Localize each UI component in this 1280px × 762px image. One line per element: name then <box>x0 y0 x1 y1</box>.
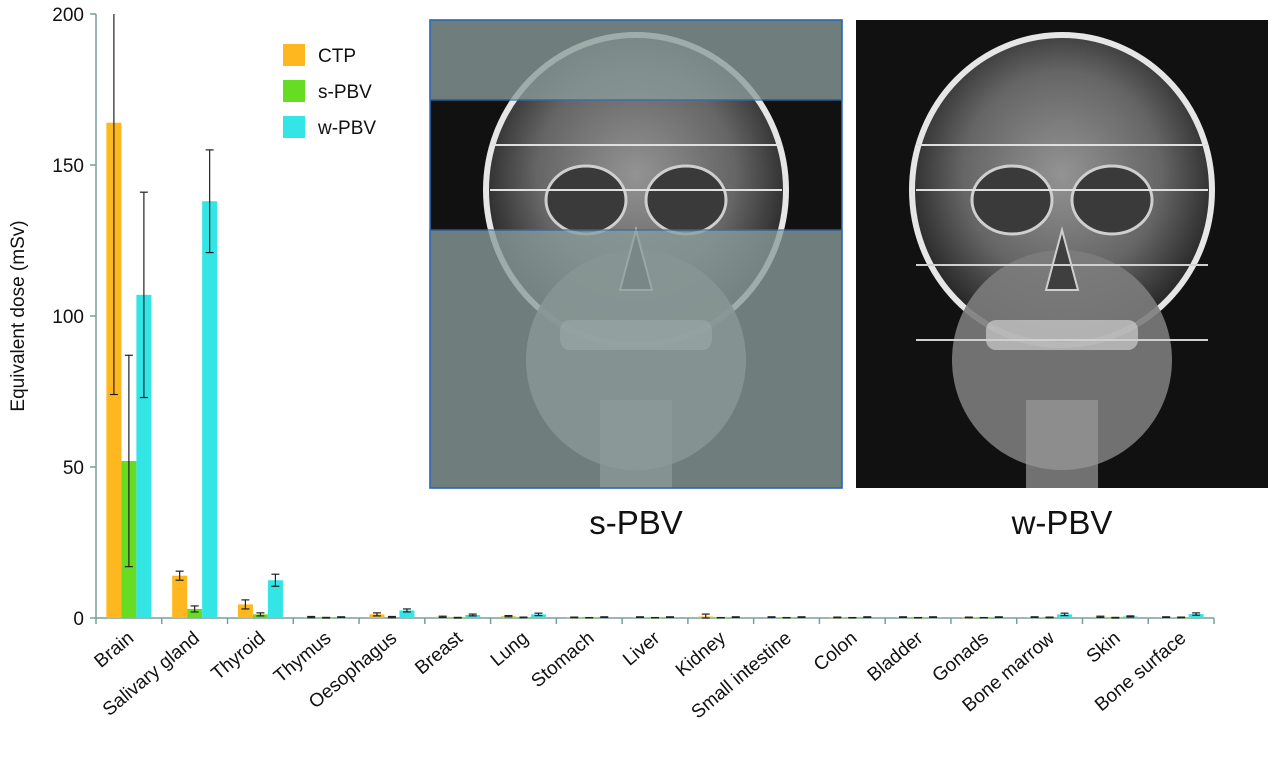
bar-w-pbv-thyroid <box>267 580 283 618</box>
y-tick-label: 50 <box>63 458 84 479</box>
error-bar <box>964 616 973 619</box>
error-bar <box>797 616 806 618</box>
legend-label: CTP <box>318 46 356 67</box>
error-bar <box>1030 616 1039 618</box>
error-bar <box>1045 616 1054 619</box>
x-tick-label: Lung <box>487 628 533 671</box>
inset-s-pbv: s-PBV <box>429 19 843 541</box>
error-bar <box>636 616 644 618</box>
y-ticks: 0 50 100 150 200 <box>52 5 96 630</box>
error-bar <box>337 616 346 618</box>
error-bar <box>504 614 513 618</box>
error-bar <box>731 616 740 618</box>
bar-w-pbv-breast <box>465 614 481 618</box>
x-tick-label: Gonads <box>929 628 993 687</box>
error-bar <box>109 14 118 396</box>
error-bar <box>899 616 908 618</box>
error-bar <box>307 615 316 619</box>
legend-swatch <box>283 44 305 66</box>
error-bar <box>256 612 265 617</box>
x-tick-label: Bladder <box>864 627 928 686</box>
y-axis: 0 50 100 150 200 <box>52 5 97 630</box>
error-bar <box>271 573 280 587</box>
error-bar <box>519 616 528 619</box>
x-tick-label: Breast <box>411 627 467 679</box>
bar-w-pbv-bone-surface <box>1188 614 1204 618</box>
error-bar <box>994 616 1003 618</box>
x-tick-label: Skin <box>1083 628 1125 668</box>
bar-w-pbv-bone-marrow <box>1057 614 1073 618</box>
y-tick-label: 100 <box>52 307 84 328</box>
legend-label: s-PBV <box>318 82 372 103</box>
skull-radiograph-icon <box>909 32 1215 488</box>
y-tick-label: 200 <box>52 5 84 26</box>
bar-w-pbv-brain <box>136 294 152 618</box>
x-tick-label: Thyroid <box>208 628 270 685</box>
bar-ctp-salivary-gland <box>172 575 188 618</box>
error-bar <box>124 354 133 568</box>
bar-w-pbv-lung <box>530 614 546 618</box>
error-bar <box>701 613 710 619</box>
error-bar <box>453 616 462 619</box>
error-bar <box>1096 615 1105 618</box>
x-tick-label: Brain <box>91 628 138 673</box>
error-bar <box>534 612 543 617</box>
bar-ctp-thyroid <box>237 604 253 618</box>
y-tick-label: 0 <box>73 609 84 630</box>
error-bar <box>1111 616 1120 619</box>
error-bar <box>863 616 872 618</box>
error-bar <box>929 616 938 618</box>
x-tick-label: Colon <box>810 628 862 676</box>
legend: CTP s-PBV w-PBV <box>283 44 376 139</box>
error-bar <box>372 612 381 617</box>
error-bar <box>139 191 148 399</box>
error-bar <box>402 608 411 613</box>
error-bar <box>1060 612 1069 617</box>
legend-label: w-PBV <box>317 118 376 139</box>
error-bar <box>1177 616 1186 619</box>
error-bar <box>1192 612 1201 616</box>
error-bar <box>438 615 447 618</box>
bar-w-pbv-salivary-gland <box>202 201 218 619</box>
inset-w-pbv: w-PBV <box>856 20 1268 541</box>
y-tick-label: 150 <box>52 156 84 177</box>
bar-w-pbv-oesophagus <box>399 610 415 618</box>
error-bar <box>833 616 842 619</box>
bar-s-pbv-salivary-gland <box>187 608 203 618</box>
error-bar <box>767 616 776 618</box>
x-tick-label: Thymus <box>270 628 335 688</box>
error-bar <box>468 613 477 617</box>
error-bar <box>1162 616 1171 618</box>
error-bar <box>241 599 250 610</box>
legend-swatch <box>283 116 305 138</box>
error-bar <box>570 616 579 619</box>
error-bars <box>109 14 1201 619</box>
inset-caption-s-pbv: s-PBV <box>589 504 683 541</box>
error-bar <box>175 570 184 581</box>
inset-caption-w-pbv: w-PBV <box>1011 504 1113 541</box>
error-bar <box>322 616 331 619</box>
error-bar <box>600 616 609 618</box>
legend-swatch <box>283 80 305 102</box>
error-bar <box>190 605 199 613</box>
x-tick-label: Stomach <box>528 628 599 692</box>
x-tick-label: Kidney <box>672 627 730 681</box>
error-bar <box>1126 615 1135 618</box>
error-bar <box>666 616 674 618</box>
error-bar <box>205 149 214 254</box>
y-axis-label: Equivalent dose (mSv) <box>8 220 29 411</box>
error-bar <box>387 615 396 619</box>
x-tick-label: Liver <box>619 627 665 670</box>
